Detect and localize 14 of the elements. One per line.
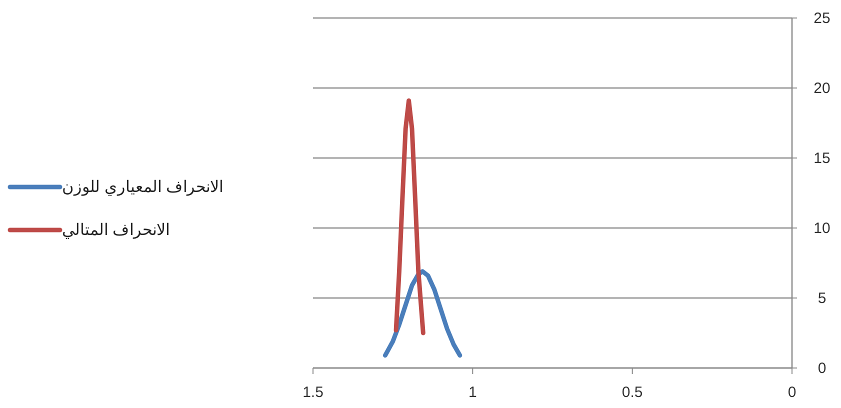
line-series xyxy=(394,98,426,336)
y-tick-label: 5 xyxy=(818,290,826,307)
y-tick-label: 0 xyxy=(818,360,826,377)
legend-label: الانحراف المعياري للوزن xyxy=(62,179,223,196)
x-tick-label: 1.5 xyxy=(302,384,324,401)
x-tick-label: 1 xyxy=(468,384,477,401)
y-tick-label: 15 xyxy=(814,150,830,167)
x-tick-label: 0 xyxy=(788,384,796,401)
y-tick-label: 25 xyxy=(814,10,830,27)
legend-label: الانحراف المتالي xyxy=(62,222,170,239)
y-tick-label: 20 xyxy=(814,80,830,97)
x-tick-label: 0.5 xyxy=(622,384,643,401)
line-series xyxy=(382,269,462,358)
y-tick-label: 10 xyxy=(814,220,830,237)
